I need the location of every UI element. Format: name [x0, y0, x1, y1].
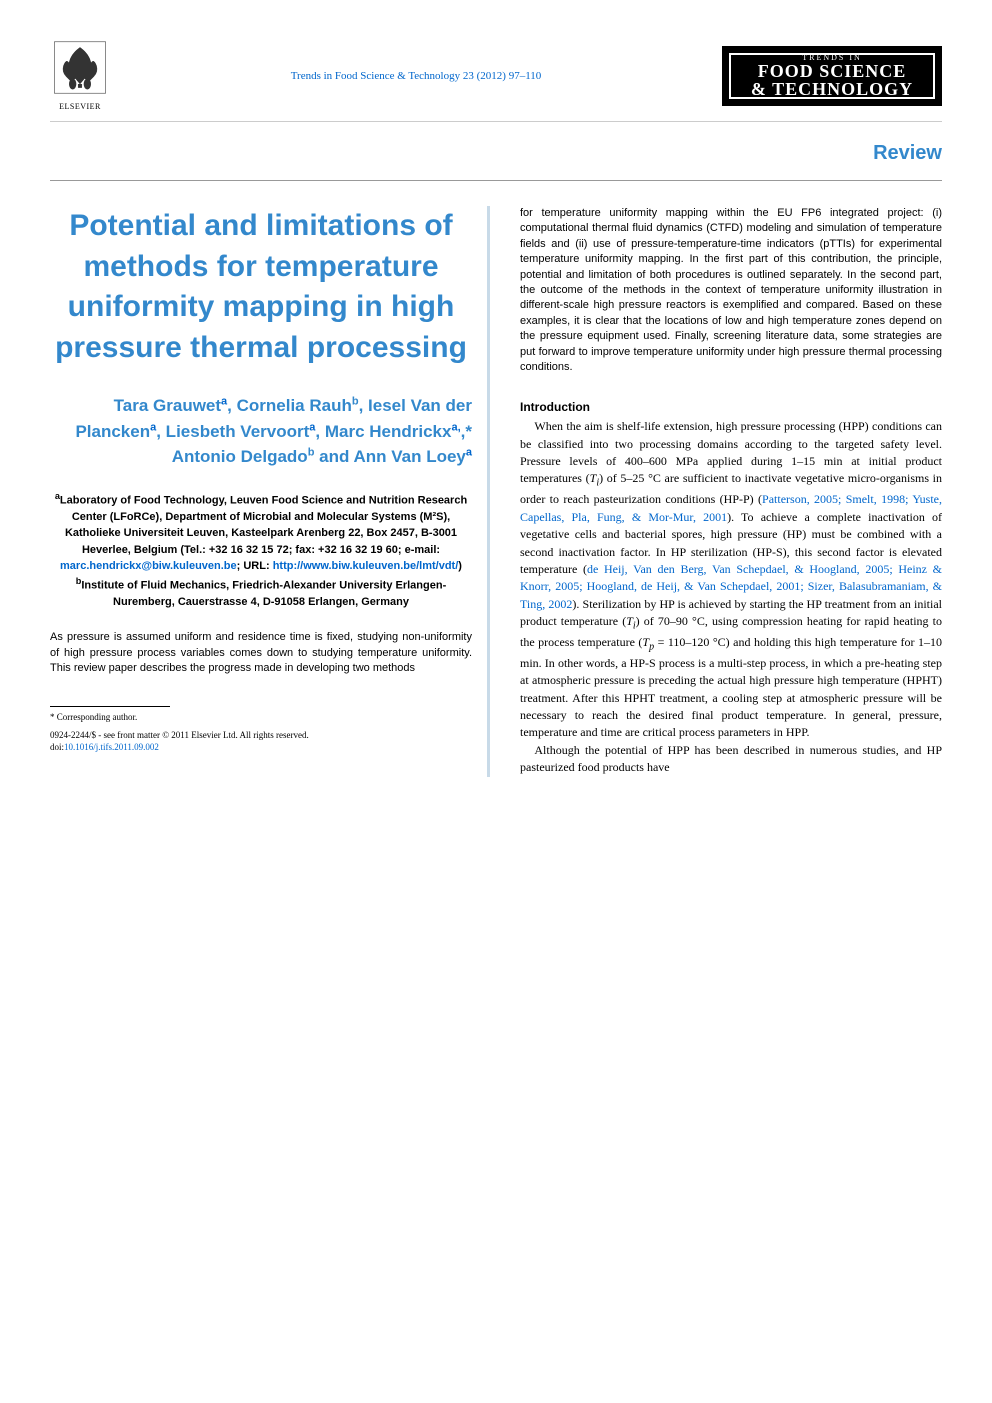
footer-section: * Corresponding author. 0924-2244/$ - se… — [50, 706, 472, 753]
affil-a-text: Laboratory of Food Technology, Leuven Fo… — [60, 494, 467, 556]
url-label: ; URL: — [237, 560, 273, 572]
intro-para-2: Although the potential of HPP has been d… — [520, 742, 942, 777]
email-link[interactable]: marc.hendrickx@biw.kuleuven.be — [60, 560, 237, 572]
copyright-text: 0924-2244/$ - see front matter © 2011 El… — [50, 730, 309, 740]
two-column-layout: Potential and limitations of methods for… — [50, 206, 942, 777]
journal-logo: TRENDS IN FOOD SCIENCE & TECHNOLOGY — [722, 46, 942, 106]
corresponding-author: * Corresponding author. — [50, 712, 472, 722]
elsevier-label: ELSEVIER — [50, 102, 110, 111]
copyright-line: 0924-2244/$ - see front matter © 2011 El… — [50, 730, 472, 753]
affil-close: ) — [458, 560, 462, 572]
introduction-heading: Introduction — [520, 400, 942, 414]
author-1: Tara Grauwet — [114, 396, 221, 415]
abstract-part2: for temperature uniformity mapping withi… — [520, 206, 942, 375]
journal-citation[interactable]: Trends in Food Science & Technology 23 (… — [291, 70, 542, 82]
intro-p1-mid5: = 110–120 °C) and holding this high temp… — [520, 635, 942, 739]
article-title: Potential and limitations of methods for… — [50, 206, 472, 368]
url-link[interactable]: http://www.biw.kuleuven.be/lmt/vdt/ — [273, 560, 459, 572]
doi-label: doi: — [50, 742, 64, 752]
affil-sup-a: a — [466, 446, 472, 458]
journal-logo-inner: TRENDS IN FOOD SCIENCE & TECHNOLOGY — [729, 53, 935, 99]
footer-divider — [50, 706, 170, 707]
review-label: Review — [50, 142, 942, 165]
authors-block: Tara Grauweta, Cornelia Rauhb, Iesel Van… — [50, 393, 472, 470]
doi-link[interactable]: 10.1016/j.tifs.2011.09.002 — [64, 742, 159, 752]
divider-line — [50, 180, 942, 181]
journal-main-line2: & TECHNOLOGY — [751, 80, 913, 98]
journal-main-line1: FOOD SCIENCE — [758, 62, 907, 80]
var-ti2: T — [626, 614, 633, 628]
affiliations-block: aLaboratory of Food Technology, Leuven F… — [50, 490, 472, 611]
author-5: , Marc Hendrickx — [315, 422, 451, 441]
abstract-part1: As pressure is assumed uniform and resid… — [50, 630, 472, 676]
affil-sup-b: b — [352, 395, 359, 407]
intro-para-1: When the aim is shelf-life extension, hi… — [520, 418, 942, 742]
author-4: , Liesbeth Vervoort — [156, 422, 309, 441]
affil-b-text: Institute of Fluid Mechanics, Friedrich-… — [81, 579, 446, 608]
elsevier-tree-icon — [50, 40, 110, 95]
right-column: for temperature uniformity mapping withi… — [520, 206, 942, 777]
affil-sup-a-corr: a, — [451, 421, 460, 433]
elsevier-logo: ELSEVIER — [50, 40, 110, 111]
author-2: , Cornelia Rauh — [227, 396, 352, 415]
author-7: and Ann Van Loey — [314, 447, 465, 466]
header-row: ELSEVIER Trends in Food Science & Techno… — [50, 40, 942, 122]
left-column: Potential and limitations of methods for… — [50, 206, 490, 777]
